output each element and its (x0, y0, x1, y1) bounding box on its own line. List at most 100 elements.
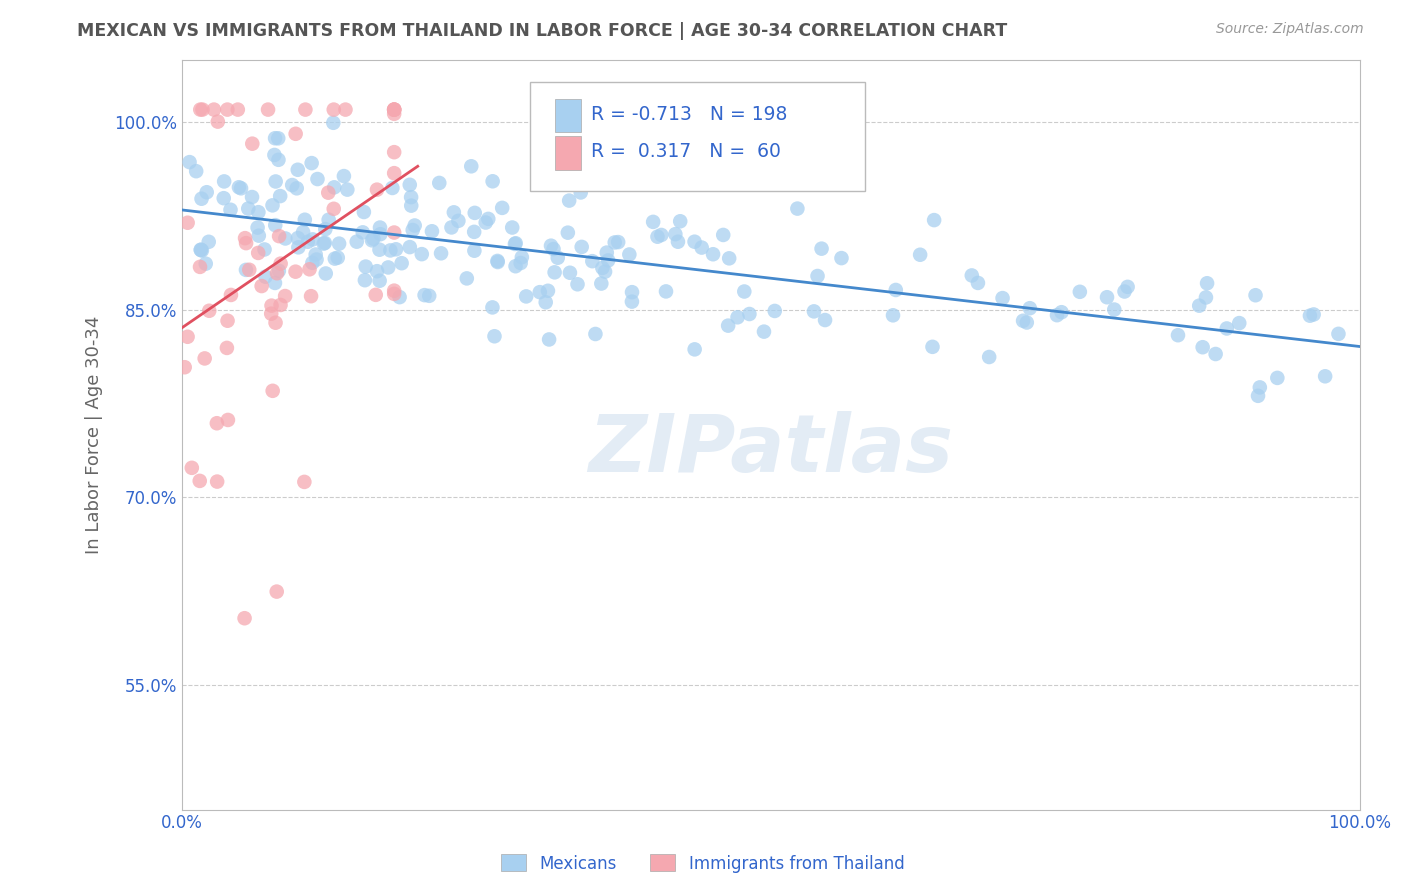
Point (240, 190, 263, 204)
Point (830, 251, 852, 265)
Point (534, 295, 557, 310)
Point (363, 232, 385, 246)
Point (285, 181, 308, 195)
Point (266, 584, 288, 599)
Point (540, 238, 562, 252)
Point (215, 341, 238, 355)
Point (247, 205, 270, 219)
Point (501, 220, 523, 235)
Point (738, 307, 761, 321)
Point (1244, 288, 1267, 302)
Point (315, 267, 337, 281)
Point (591, 277, 613, 291)
Point (328, 236, 350, 251)
Point (264, 131, 287, 145)
Point (399, 199, 422, 213)
Point (505, 259, 527, 273)
Point (596, 245, 619, 260)
Point (510, 250, 533, 264)
Point (323, 180, 346, 194)
Point (1046, 308, 1069, 322)
Point (267, 153, 290, 167)
Point (557, 226, 579, 240)
Text: R = -0.713   N = 198: R = -0.713 N = 198 (591, 105, 787, 124)
Point (260, 307, 283, 321)
Point (683, 235, 706, 249)
Point (190, 243, 212, 257)
Point (382, 145, 405, 160)
Point (301, 256, 323, 270)
Point (505, 236, 527, 251)
Point (284, 265, 307, 279)
Point (190, 192, 212, 206)
Point (212, 174, 235, 188)
Point (884, 283, 907, 297)
Point (1018, 301, 1040, 316)
Point (1114, 285, 1136, 299)
Point (190, 243, 212, 257)
Text: Source: ZipAtlas.com: Source: ZipAtlas.com (1216, 22, 1364, 37)
Point (284, 127, 307, 141)
Point (262, 198, 284, 212)
Point (195, 186, 218, 200)
Point (281, 178, 304, 192)
Point (217, 413, 239, 427)
Point (366, 264, 388, 278)
Point (267, 131, 290, 145)
Point (1197, 277, 1219, 291)
Point (205, 475, 228, 489)
Point (569, 186, 592, 200)
Point (191, 244, 214, 258)
Point (235, 236, 257, 251)
Point (264, 316, 287, 330)
Point (316, 186, 339, 200)
Point (440, 220, 463, 235)
Point (1313, 369, 1336, 384)
Y-axis label: In Labor Force | Age 30-34: In Labor Force | Age 30-34 (86, 316, 103, 554)
Point (233, 231, 256, 245)
Point (226, 103, 249, 117)
Point (1015, 316, 1038, 330)
Point (404, 219, 426, 233)
Point (786, 202, 808, 216)
Point (456, 271, 478, 285)
Point (246, 220, 269, 235)
Point (486, 255, 509, 269)
Point (298, 262, 321, 277)
Point (377, 260, 399, 275)
Point (381, 181, 404, 195)
Point (655, 285, 678, 299)
Legend: Mexicans, Immigrants from Thailand: Mexicans, Immigrants from Thailand (495, 847, 911, 880)
Point (354, 260, 377, 274)
Point (366, 183, 388, 197)
Point (287, 162, 309, 177)
Point (547, 251, 569, 265)
Point (197, 235, 219, 249)
Point (263, 148, 285, 162)
Point (543, 265, 565, 279)
Point (382, 107, 405, 121)
Point (270, 298, 292, 312)
Point (361, 233, 384, 247)
Point (621, 285, 644, 300)
Point (287, 240, 309, 254)
Point (1095, 290, 1118, 304)
Point (228, 180, 250, 194)
Point (301, 156, 323, 170)
Point (382, 103, 405, 117)
Point (581, 254, 603, 268)
Point (960, 268, 983, 283)
Point (180, 460, 202, 475)
Point (643, 215, 665, 229)
FancyBboxPatch shape (555, 99, 581, 132)
Point (194, 257, 217, 271)
Point (718, 252, 741, 266)
Point (382, 286, 405, 301)
Point (1050, 305, 1073, 319)
Point (593, 265, 616, 279)
Point (305, 247, 328, 261)
Point (212, 191, 235, 205)
Point (1069, 285, 1091, 299)
Point (683, 343, 706, 357)
Point (382, 226, 405, 240)
